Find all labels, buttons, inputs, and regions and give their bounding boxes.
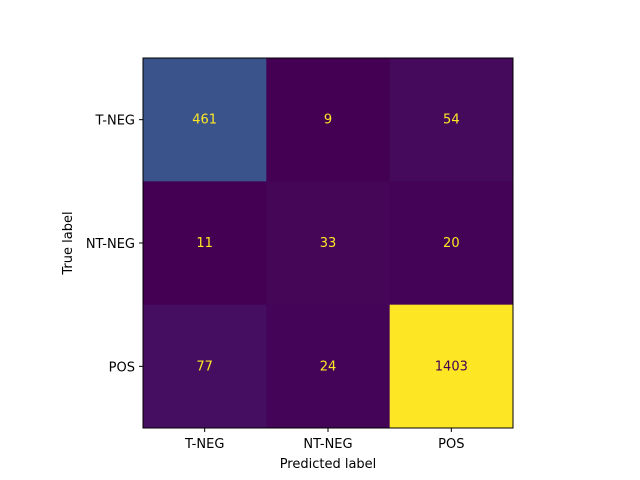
heatmap-cell [389, 58, 514, 182]
heatmap-cell [143, 181, 267, 306]
x-axis-title: Predicted label [280, 457, 377, 472]
y-axis-ticks: T-NEG NT-NEG POS [86, 114, 143, 375]
y-tick-label: POS [109, 360, 135, 375]
y-tick-label: T-NEG [95, 114, 135, 129]
cell-value-label: 461 [192, 113, 217, 128]
heatmap-cell [266, 181, 391, 306]
y-axis-title: True label [61, 211, 76, 275]
heatmap-cell [389, 181, 514, 306]
x-tick-label: NT-NEG [303, 437, 352, 452]
cell-value-label: 54 [443, 113, 460, 128]
heatmap-cell [143, 304, 267, 429]
cell-value-label: 77 [196, 359, 213, 374]
heatmap-cell [266, 58, 391, 182]
x-tick-label: POS [438, 437, 464, 452]
cell-value-label: 33 [320, 236, 337, 251]
cell-value-label: 1403 [435, 359, 468, 374]
heatmap-cells [143, 58, 514, 429]
cell-value-label: 9 [324, 113, 332, 128]
y-tick-label: NT-NEG [86, 237, 135, 252]
cell-value-labels: 461 9 54 11 33 20 77 24 1403 [192, 113, 468, 375]
x-axis-ticks: T-NEG NT-NEG POS [184, 428, 464, 452]
heatmap-cell [143, 58, 267, 182]
cell-value-label: 11 [196, 236, 213, 251]
cell-value-label: 24 [320, 359, 337, 374]
heatmap-cell [266, 304, 391, 429]
x-tick-label: T-NEG [184, 437, 224, 452]
heatmap-cell [389, 304, 514, 429]
cell-value-label: 20 [443, 236, 460, 251]
